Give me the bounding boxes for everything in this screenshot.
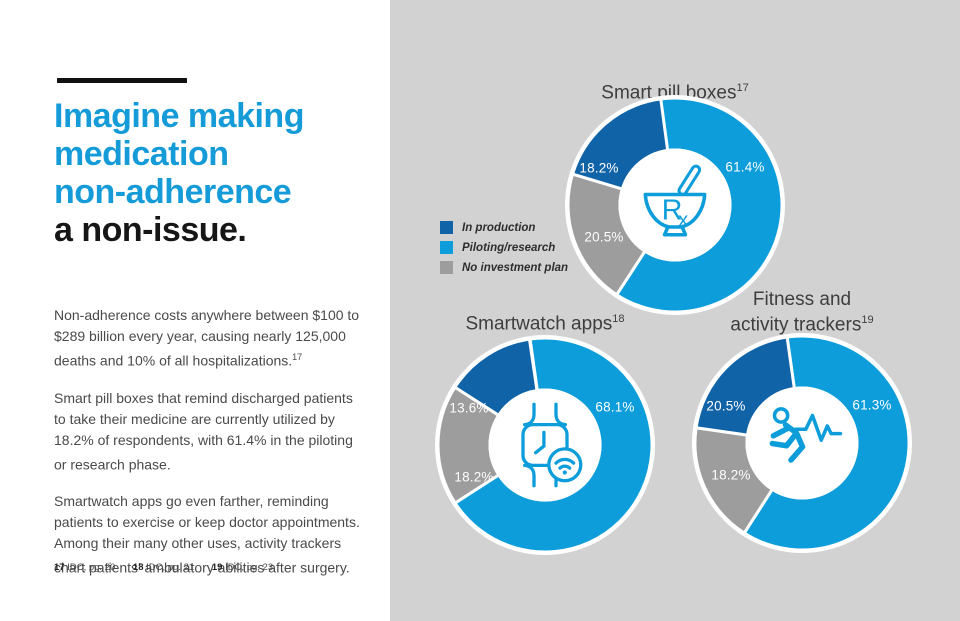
segment-percent-label: 20.5%: [706, 398, 746, 414]
headline-rule: [57, 78, 187, 83]
donut-chart-fitness-activity-trackers: Fitness and activity trackers19 61.3% 18.2%…: [692, 290, 912, 553]
donut-chart-title: Fitness and activity trackers19: [730, 289, 874, 336]
segment-percent-label: 13.6%: [449, 400, 489, 416]
headline-line: Imagine making: [54, 97, 304, 135]
svg-text:x: x: [678, 209, 688, 231]
runner-pulse-icon: [769, 407, 843, 463]
body-copy: Non-adherence costs anywhere between $10…: [54, 305, 362, 595]
footnotes: 17 IDC, pg. 20 18 IDC, pg. 21 19 IDC, pg…: [54, 562, 288, 573]
headline-line: non-adherence: [54, 173, 292, 211]
segment-percent-label: 18.2%: [579, 160, 619, 176]
legend-item-no-investment-plan: No investment plan: [440, 261, 568, 274]
segment-percent-label: 61.4%: [725, 159, 765, 175]
donut-chart-title: Smartwatch apps18: [465, 313, 625, 335]
footnote-marker: 19: [861, 314, 874, 326]
segment-percent-label: 61.3%: [852, 397, 892, 413]
segment-percent-label: 18.2%: [454, 469, 494, 485]
footnote: 18 IDC, pg. 21: [132, 562, 195, 573]
footnote-marker: 18: [612, 313, 625, 325]
donut-chart-title: Smart pill boxes17: [601, 82, 749, 104]
segment-percent-label: 18.2%: [711, 467, 751, 483]
smartwatch-wifi-icon: [521, 402, 583, 488]
footnote-marker: 17: [292, 352, 303, 362]
paragraph: Non-adherence costs anywhere between $10…: [54, 307, 360, 369]
footnote-marker: 17: [736, 82, 749, 94]
legend-item-in-production: In production: [440, 221, 568, 234]
segment-percent-label: 20.5%: [584, 229, 624, 245]
svg-text:R: R: [662, 194, 683, 226]
mortar-pestle-rx-icon: Rx: [643, 164, 707, 237]
footnote: 17 IDC, pg. 20: [54, 562, 116, 573]
headline-line: medication: [54, 135, 229, 173]
footnote: 19 IDC, pg. 23: [211, 562, 274, 573]
legend-swatch-gray: [440, 261, 453, 274]
headline-line: a non-issue.: [54, 211, 247, 249]
legend-item-piloting-research: Piloting/research: [440, 241, 568, 254]
legend-swatch-light-blue: [440, 241, 453, 254]
segment-percent-label: 68.1%: [595, 399, 635, 415]
legend-swatch-dark-blue: [440, 221, 453, 234]
paragraph: Smartwatch apps go even farther, remindi…: [54, 493, 360, 576]
paragraph: Smart pill boxes that remind discharged …: [54, 389, 353, 473]
donut-chart-smartwatch-apps: Smartwatch apps18 68.1% 18.2% 13.6%: [435, 313, 655, 555]
page-title: Imagine making medication non-adherence …: [54, 97, 304, 249]
chart-legend: In production Piloting/research No inves…: [440, 221, 568, 281]
